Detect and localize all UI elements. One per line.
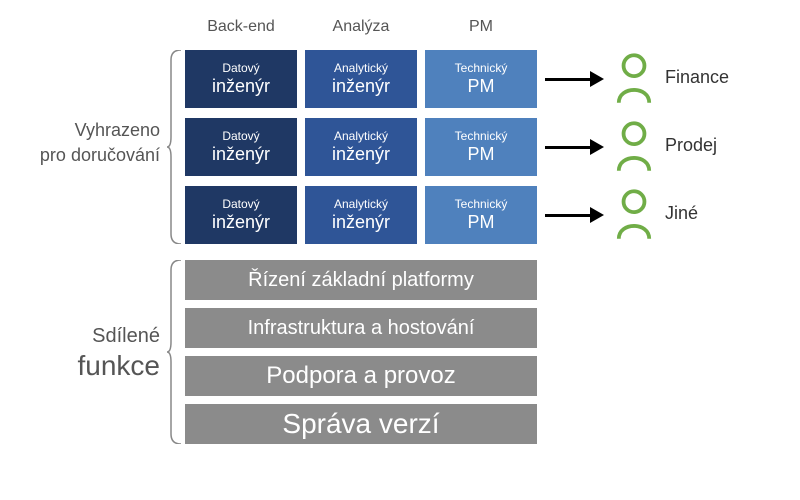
shared-label-line2: funkce — [20, 350, 160, 382]
shared-label-line1: Sdílené — [20, 325, 160, 348]
column-header-col1: Back-end — [185, 18, 297, 36]
role-cell-pm-row2: TechnickýPM — [425, 118, 537, 176]
business-unit-label: Prodej — [665, 135, 717, 156]
role-cell-backend-row1: Datovýinženýr — [185, 50, 297, 108]
role-cell-backend-row2: Datovýinženýr — [185, 118, 297, 176]
role-bottom-label: inženýr — [212, 76, 270, 97]
dedicated-label-line1: Vyhrazeno — [20, 120, 160, 141]
role-top-label: Analytický — [334, 129, 388, 143]
role-top-label: Technický — [455, 197, 508, 211]
role-bottom-label: inženýr — [332, 76, 390, 97]
person-icon — [615, 53, 653, 105]
arrow-icon — [545, 207, 604, 223]
role-bottom-label: PM — [468, 212, 495, 233]
role-top-label: Analytický — [334, 197, 388, 211]
role-top-label: Datový — [222, 129, 259, 143]
role-top-label: Technický — [455, 61, 508, 75]
role-cell-analysis-row3: Analytickýinženýr — [305, 186, 417, 244]
brace-icon — [167, 50, 181, 244]
role-top-label: Datový — [222, 197, 259, 211]
dedicated-label-line2: pro doručování — [20, 145, 160, 166]
role-cell-pm-row3: TechnickýPM — [425, 186, 537, 244]
column-header-col3: PM — [425, 18, 537, 36]
shared-function-bar: Řízení základní platformy — [185, 260, 537, 300]
arrow-icon — [545, 71, 604, 87]
diagram-root: Back-endAnalýzaPMDatovýinženýrAnalytický… — [0, 0, 800, 500]
role-top-label: Analytický — [334, 61, 388, 75]
role-cell-analysis-row1: Analytickýinženýr — [305, 50, 417, 108]
shared-function-bar: Podpora a provoz — [185, 356, 537, 396]
role-bottom-label: inženýr — [212, 212, 270, 233]
role-cell-analysis-row2: Analytickýinženýr — [305, 118, 417, 176]
role-top-label: Datový — [222, 61, 259, 75]
role-bottom-label: inženýr — [332, 212, 390, 233]
role-cell-pm-row1: TechnickýPM — [425, 50, 537, 108]
shared-function-bar: Správa verzí — [185, 404, 537, 444]
business-unit-label: Finance — [665, 67, 729, 88]
shared-function-bar: Infrastruktura a hostování — [185, 308, 537, 348]
brace-icon — [167, 260, 181, 444]
role-bottom-label: PM — [468, 144, 495, 165]
role-bottom-label: inženýr — [332, 144, 390, 165]
role-bottom-label: PM — [468, 76, 495, 97]
role-cell-backend-row3: Datovýinženýr — [185, 186, 297, 244]
column-header-col2: Analýza — [305, 18, 417, 36]
person-icon — [615, 189, 653, 241]
role-top-label: Technický — [455, 129, 508, 143]
role-bottom-label: inženýr — [212, 144, 270, 165]
business-unit-label: Jiné — [665, 203, 698, 224]
person-icon — [615, 121, 653, 173]
arrow-icon — [545, 139, 604, 155]
